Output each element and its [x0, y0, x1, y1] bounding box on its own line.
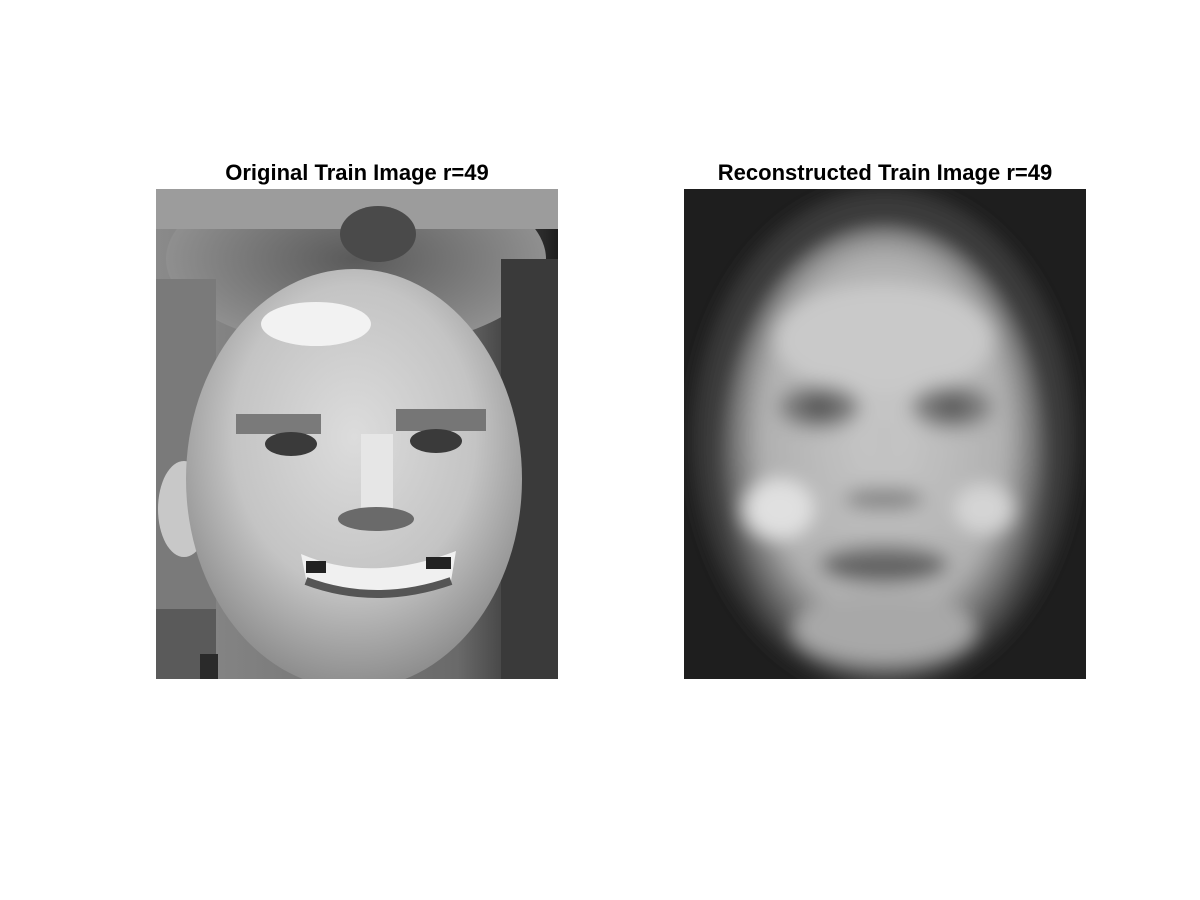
- reconstructed-face-icon: [684, 189, 1086, 679]
- reconstructed-image-title: Reconstructed Train Image r=49: [717, 160, 1053, 185]
- original-face-icon: [156, 189, 558, 679]
- original-image-title: Original Train Image r=49: [225, 160, 489, 185]
- reconstructed-face-image: [684, 189, 1086, 679]
- original-face-image: [156, 189, 558, 679]
